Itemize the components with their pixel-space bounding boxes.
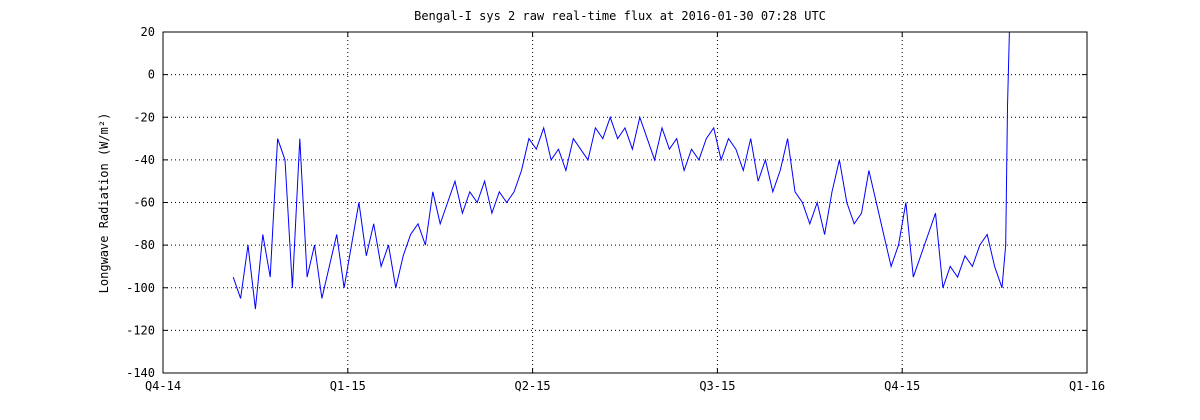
y-tick-label: 20 xyxy=(141,25,155,39)
y-tick-label: -120 xyxy=(126,323,155,337)
x-tick-label: Q4-14 xyxy=(145,379,181,393)
y-tick-label: -40 xyxy=(133,153,155,167)
y-tick-label: -60 xyxy=(133,196,155,210)
y-axis-label: Longwave Radiation (W/m²) xyxy=(97,113,111,294)
x-tick-label: Q4-15 xyxy=(884,379,920,393)
y-tick-label: 0 xyxy=(148,68,155,82)
y-tick-label: -20 xyxy=(133,110,155,124)
x-tick-label: Q1-16 xyxy=(1069,379,1105,393)
x-tick-label: Q1-15 xyxy=(330,379,366,393)
y-tick-label: -80 xyxy=(133,238,155,252)
x-tick-label: Q3-15 xyxy=(699,379,735,393)
x-tick-label: Q2-15 xyxy=(515,379,551,393)
y-tick-label: -100 xyxy=(126,281,155,295)
plot-frame xyxy=(162,31,1088,374)
y-tick-label: -140 xyxy=(126,366,155,380)
chart-title: Bengal-I sys 2 raw real-time flux at 201… xyxy=(414,9,826,23)
data-line xyxy=(232,31,1010,310)
